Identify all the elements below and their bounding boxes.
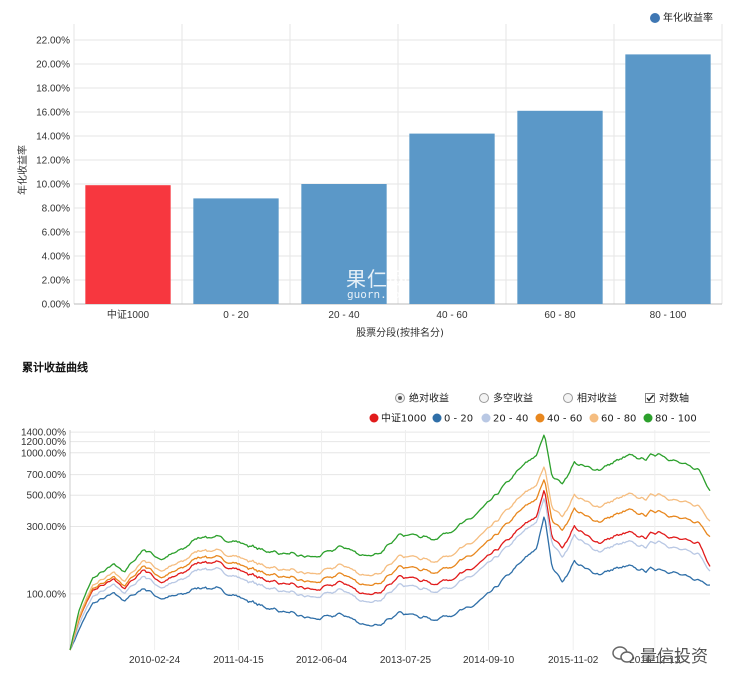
- legend-label: 中证1000: [381, 412, 426, 425]
- legend-dot: [643, 413, 653, 423]
- series-line-6[interactable]: [69, 434, 711, 651]
- line-x-tick-label: 2011-04-15: [213, 655, 264, 666]
- line-chart-gridlines: [69, 430, 710, 650]
- series-line-2[interactable]: [69, 516, 711, 651]
- bar-y-tick-label: 18.00%: [36, 84, 70, 95]
- line-y-tick-label: 1400.00%: [21, 428, 66, 439]
- legend-item-2[interactable]: 0 - 20: [432, 413, 474, 425]
- bar-chart-y-axis-title: 年化收益率: [16, 145, 29, 195]
- bar-y-tick-label: 0.00%: [42, 300, 70, 311]
- series-line-5[interactable]: [69, 466, 711, 651]
- line-chart: 绝对收益 多空收益 相对收益 对数轴 中证1000 0 - 20 20 - 40 40 - …: [21, 392, 711, 666]
- radio-dot: [398, 396, 402, 400]
- line-chart-y-ticks: 100.00% 300.00% 500.00% 700.00% 1000.00%1200…: [21, 428, 66, 601]
- option-1[interactable]: 绝对收益: [395, 392, 450, 405]
- legend-dot: [369, 413, 379, 423]
- bar-x-tick-label: 20 - 40: [328, 310, 360, 321]
- bar-chart-gridlines: [73, 24, 723, 305]
- legend-item-4[interactable]: 40 - 60: [535, 413, 583, 425]
- bar-x-tick-label: 40 - 60: [436, 310, 468, 321]
- bar-1[interactable]: [85, 185, 171, 304]
- option-label: 绝对收益: [409, 392, 449, 405]
- series-line-4[interactable]: [69, 479, 711, 651]
- line-y-tick-label: 1000.00%: [21, 448, 66, 459]
- series-line-3[interactable]: [69, 498, 711, 651]
- bar-y-tick-label: 2.00%: [42, 276, 70, 287]
- legend-item-1[interactable]: 中证1000: [369, 412, 427, 425]
- line-x-tick-label: 2012-06-04: [296, 655, 348, 666]
- option-label: 对数轴: [659, 392, 689, 405]
- bar-y-tick-label: 16.00%: [36, 108, 70, 119]
- bar-chart-legend[interactable]: 年化收益率: [650, 11, 713, 24]
- option-2[interactable]: 多空收益: [479, 392, 534, 405]
- bar-y-tick-label: 12.00%: [36, 156, 70, 167]
- legend-marker-dot: [650, 13, 660, 23]
- bar-y-tick-label: 10.00%: [36, 180, 70, 191]
- bar-x-tick-label: 80 - 100: [650, 310, 687, 321]
- bar-x-tick-label: 中证1000: [107, 308, 150, 321]
- line-y-tick-label: 300.00%: [27, 522, 67, 533]
- bar-2[interactable]: [193, 198, 279, 304]
- line-y-tick-label: 1200.00%: [21, 437, 66, 448]
- line-y-tick-label: 100.00%: [27, 589, 67, 600]
- line-x-tick-label: 2010-02-24: [129, 655, 181, 666]
- legend-label: 60 - 80: [601, 414, 636, 425]
- bar-chart-x-axis-title: 股票分段(按排名分): [356, 326, 444, 339]
- legend-dot: [535, 413, 545, 423]
- bar-y-tick-label: 4.00%: [42, 252, 70, 263]
- bar-5[interactable]: [517, 110, 603, 304]
- checkbox-box: [645, 393, 655, 403]
- legend-item-5[interactable]: 60 - 80: [589, 413, 637, 425]
- bar-chart-x-ticks: 中证1000 0 - 20 20 - 40 40 - 60 60 - 80 80 - 10…: [107, 308, 687, 321]
- option-label: 相对收益: [577, 392, 617, 405]
- line-x-tick-label: 2015-11-02: [548, 655, 599, 666]
- line-chart-legend: 中证1000 0 - 20 20 - 40 40 - 60 60 - 80 80 - 10…: [369, 412, 697, 425]
- legend-dot: [589, 413, 599, 423]
- bar-y-tick-label: 14.00%: [36, 132, 70, 143]
- cumulative-return-title: 累计收益曲线: [22, 361, 88, 374]
- legend-dot: [481, 413, 491, 423]
- bar-y-tick-label: 22.00%: [36, 36, 70, 47]
- legend-item-3[interactable]: 20 - 40: [481, 413, 529, 425]
- series-line-1[interactable]: [69, 490, 711, 651]
- bar-y-tick-label: 8.00%: [42, 204, 70, 215]
- bar-y-tick-label: 20.00%: [36, 60, 70, 71]
- legend-label: 80 - 100: [655, 414, 697, 425]
- option-label: 多空收益: [493, 392, 533, 405]
- bar-y-tick-label: 6.00%: [42, 228, 70, 239]
- checkbox-check: [646, 394, 655, 402]
- legend-dot: [432, 413, 442, 423]
- line-chart-options: 绝对收益 多空收益 相对收益 对数轴: [395, 392, 690, 405]
- line-y-tick-label: 700.00%: [27, 470, 67, 481]
- brand-logo: 量信投资: [612, 642, 708, 667]
- bar-chart-y-ticks: 0.00% 2.00% 4.00% 6.00% 8.00% 10.00% 12.00% 14.…: [36, 36, 70, 311]
- legend-item-6[interactable]: 80 - 100: [643, 413, 697, 425]
- watermark-cn: 果仁网: [346, 267, 409, 291]
- line-chart-x-ticks: 2010-02-24 2011-04-15 2012-06-04 2013-07-25…: [129, 655, 681, 666]
- line-x-tick-label: 2016-12-13: [629, 655, 681, 666]
- option-3[interactable]: 相对收益: [563, 392, 618, 405]
- line-x-tick-label: 2013-07-25: [380, 655, 432, 666]
- legend-label: 40 - 60: [547, 414, 582, 425]
- radio-circle: [479, 393, 489, 403]
- bar-chart: 0.00% 2.00% 4.00% 6.00% 8.00% 10.00% 12.00% 14.…: [16, 11, 723, 339]
- wechat-icon: [612, 645, 634, 663]
- line-x-tick-label: 2014-09-10: [463, 655, 515, 666]
- line-chart-series: [69, 434, 711, 651]
- brand-name: 量信投资: [640, 647, 708, 667]
- bar-chart-legend-label: 年化收益率: [663, 11, 713, 24]
- legend-label: 0 - 20: [444, 414, 473, 425]
- bar-x-tick-label: 0 - 20: [223, 310, 249, 321]
- bar-3[interactable]: [301, 184, 387, 304]
- bar-x-tick-label: 60 - 80: [544, 310, 576, 321]
- watermark-en: guorn.com: [347, 288, 407, 301]
- legend-label: 20 - 40: [493, 414, 528, 425]
- line-y-tick-label: 500.00%: [27, 491, 67, 502]
- bar-4[interactable]: [409, 133, 495, 304]
- option-4[interactable]: 对数轴: [645, 392, 690, 405]
- bar-chart-bars: [85, 54, 711, 305]
- radio-circle: [563, 393, 573, 403]
- bar-6[interactable]: [625, 54, 711, 305]
